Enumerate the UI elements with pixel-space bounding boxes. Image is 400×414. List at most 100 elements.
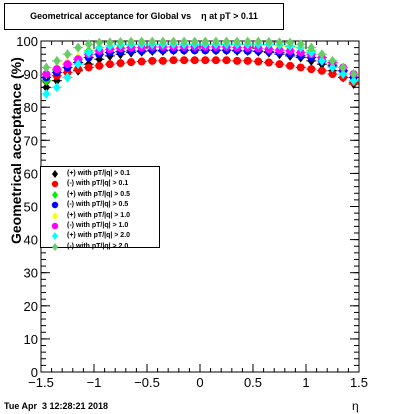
data-point [243, 56, 252, 65]
legend-label: (+) with pT/|q| > 0.5 [67, 190, 131, 198]
data-point [349, 69, 358, 80]
y-tick-label: 60 [24, 166, 38, 181]
data-point [264, 58, 273, 67]
data-point [137, 36, 146, 47]
legend-label: (+) with pT/|q| > 0.1 [67, 170, 131, 177]
data-point [318, 49, 326, 60]
data-point [201, 36, 210, 47]
legend-entry: (+) with pT/|q| > 2.0 [41, 231, 159, 241]
data-point [74, 59, 82, 70]
legend-marker [52, 190, 58, 199]
data-point [42, 82, 51, 93]
legend-marker-shape [52, 190, 58, 199]
legend-label: (+) with pT/|q| > 2.0 [67, 232, 131, 240]
data-point [74, 42, 82, 53]
data-point [148, 56, 157, 65]
data-point [233, 36, 241, 47]
data-point [296, 39, 305, 50]
data-point [201, 56, 210, 65]
data-point [286, 61, 295, 70]
data-point [84, 47, 93, 58]
legend-entry: (+) with pT/|q| > 0.1 [41, 169, 159, 179]
data-point [95, 37, 104, 48]
x-tick-label: −1.5 [28, 375, 54, 390]
data-point [180, 36, 188, 47]
data-point [84, 63, 93, 72]
data-point [328, 62, 337, 73]
data-point [63, 60, 72, 69]
data-point [286, 37, 294, 48]
data-point [275, 37, 284, 48]
data-point [95, 61, 104, 70]
y-tick-label: 90 [24, 67, 38, 82]
series-7 [41, 36, 359, 80]
x-tick-label: 1 [302, 375, 309, 390]
data-point [63, 72, 72, 83]
x-tick-label: −0.5 [134, 375, 160, 390]
y-tick-label: 70 [24, 133, 38, 148]
footer-date: Tue Apr 3 12:28:21 2018 [4, 401, 109, 411]
legend-marker-shape [51, 201, 59, 209]
legend-entry: (-) with pT/|q| > 0.5 [41, 200, 159, 210]
data-point [328, 55, 337, 66]
data-point [169, 56, 178, 65]
legend-marker-shape [52, 242, 58, 251]
chart-title-box: Geometrical acceptance for Global vs η a… [4, 3, 284, 30]
y-tick-label: 10 [24, 332, 38, 347]
data-point [339, 62, 347, 73]
data-point [275, 60, 284, 69]
chart-title: Geometrical acceptance for Global vs η a… [30, 11, 258, 21]
legend-label: (-) with pT/|q| > 2.0 [67, 242, 129, 250]
data-point [42, 70, 51, 79]
y-tick-label: 30 [24, 266, 38, 281]
data-point [127, 58, 136, 67]
data-point [42, 62, 51, 73]
data-point [84, 39, 93, 50]
y-tick-label: 100 [16, 34, 38, 49]
legend-label: (-) with pT/|q| > 0.5 [67, 201, 129, 209]
data-point [265, 36, 273, 47]
data-point [53, 82, 61, 93]
data-point [233, 56, 242, 65]
data-point [318, 55, 326, 66]
legend-marker [52, 170, 58, 178]
data-point [296, 63, 305, 72]
data-point [328, 70, 337, 79]
x-axis-label: η [352, 399, 359, 413]
legend-marker-shape [51, 222, 59, 230]
data-point [180, 56, 189, 65]
data-point [222, 56, 231, 65]
data-point [42, 88, 51, 99]
data-point [317, 66, 326, 75]
y-tick-label: 50 [24, 200, 38, 215]
legend-marker-shape [51, 181, 59, 188]
legend-label: (+) with pT/|q| > 1.0 [67, 211, 131, 219]
data-point [116, 36, 125, 47]
data-point [254, 36, 263, 47]
legend-marker [52, 211, 58, 220]
legend-marker [52, 232, 58, 241]
legend-label: (-) with pT/|q| > 1.0 [67, 221, 129, 229]
legend-marker [51, 201, 59, 209]
legend-marker [52, 242, 58, 251]
legend-marker [51, 222, 59, 230]
y-tick-label: 0 [31, 365, 38, 380]
data-point [190, 56, 199, 65]
data-point [254, 57, 263, 66]
legend-marker-shape [52, 211, 58, 220]
data-point [243, 36, 252, 47]
data-point [106, 37, 114, 48]
data-point [212, 36, 220, 47]
legend-entry: (-) with pT/|q| > 1.0 [41, 221, 159, 231]
data-point [52, 65, 61, 74]
data-point [307, 42, 316, 53]
legend-entry: (+) with pT/|q| > 1.0 [41, 211, 159, 221]
data-point [349, 75, 358, 86]
data-point [137, 57, 146, 66]
data-point [148, 36, 157, 47]
y-tick-label: 80 [24, 100, 38, 115]
data-point [211, 56, 220, 65]
legend-label: (-) with pT/|q| > 0.1 [67, 180, 129, 188]
data-point [339, 69, 347, 80]
legend-entry: (-) with pT/|q| > 0.1 [41, 179, 159, 189]
